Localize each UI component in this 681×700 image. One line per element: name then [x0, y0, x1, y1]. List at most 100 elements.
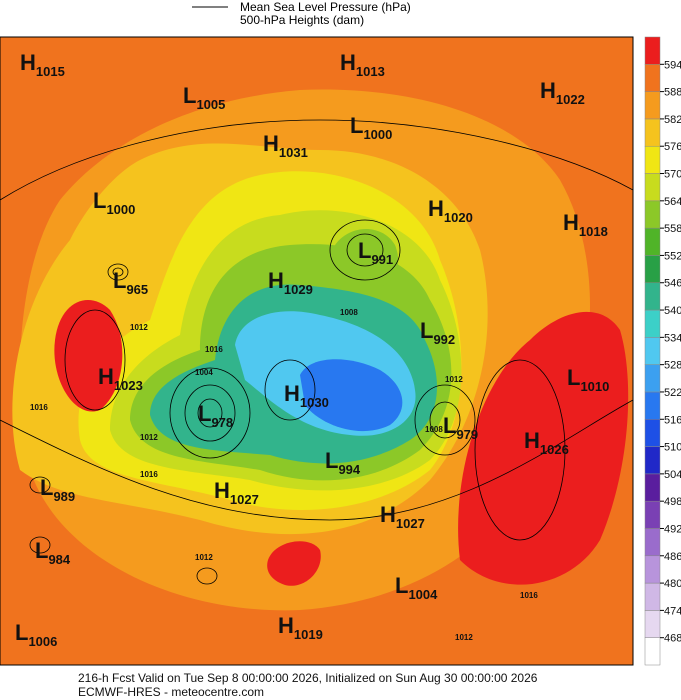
center-value: 1022	[556, 92, 585, 107]
center-letter: H	[20, 50, 36, 75]
center-letter: L	[113, 268, 126, 293]
colorbar-label: 570	[664, 169, 681, 181]
center-value: 1027	[396, 516, 425, 531]
colorbar-band	[644, 64, 661, 92]
colorbar-band	[644, 500, 661, 529]
colorbar-band	[644, 255, 661, 283]
center-letter: L	[40, 475, 53, 500]
colorbar-label: 510	[664, 442, 681, 454]
pressure-center: L994	[325, 448, 361, 477]
colorbar-band	[644, 528, 661, 557]
center-value: 1031	[279, 145, 308, 160]
colorbar-band	[644, 227, 661, 256]
center-letter: H	[428, 196, 444, 221]
center-letter: L	[395, 573, 408, 598]
colorbar-label: 480	[664, 578, 681, 590]
height-band	[458, 311, 629, 585]
center-letter: L	[420, 318, 433, 343]
pressure-center: H1027	[214, 478, 259, 507]
contour-label: 1012	[455, 633, 473, 642]
center-letter: H	[268, 268, 284, 293]
footer-valid: 216-h Fcst Valid on Tue Sep 8 00:00:00 2…	[78, 671, 538, 685]
colorbar-band	[644, 364, 661, 393]
pressure-center: L989	[40, 475, 75, 504]
contour-label: 1012	[140, 433, 158, 442]
pressure-center: L1006	[15, 620, 57, 649]
center-letter: L	[443, 413, 456, 438]
pressure-center: H1022	[540, 78, 585, 107]
center-value: 1029	[284, 282, 313, 297]
center-letter: H	[284, 381, 300, 406]
pressure-center: H1020	[428, 196, 473, 225]
colorbar-band	[644, 419, 661, 447]
pressure-center: H1015	[20, 50, 65, 79]
colorbar-label: 504	[664, 469, 681, 481]
pressure-center: H1013	[340, 50, 385, 79]
center-value: 1005	[196, 97, 225, 112]
contour-label: 1012	[130, 323, 148, 332]
center-letter: H	[278, 613, 294, 638]
center-value: 1018	[579, 224, 608, 239]
legend-heights: 500-hPa Heights (dam)	[240, 13, 364, 27]
colorbar-label: 516	[664, 414, 681, 426]
pressure-center: H1018	[563, 210, 608, 239]
center-letter: L	[350, 113, 363, 138]
pressure-center: H1019	[278, 613, 323, 642]
pressure-center: H1026	[524, 428, 569, 457]
height-band	[329, 228, 399, 290]
contour-label: 1016	[140, 470, 158, 479]
contour-label: 1008	[425, 425, 443, 434]
colorbar-band	[644, 36, 661, 65]
center-letter: L	[183, 83, 196, 108]
center-value: 1004	[408, 587, 438, 602]
pressure-center: L984	[35, 538, 71, 567]
height-band	[54, 300, 123, 412]
contour-label: 1012	[195, 553, 213, 562]
contour-label: 1016	[520, 591, 538, 600]
colorbar-band	[644, 145, 661, 174]
colorbar-label: 552	[664, 250, 681, 262]
colorbar-band	[644, 200, 661, 229]
colorbar-band	[644, 446, 661, 475]
center-value: 1030	[300, 395, 329, 410]
center-value: 1019	[294, 627, 323, 642]
colorbar-label: 582	[664, 114, 681, 126]
center-value: 1013	[356, 64, 385, 79]
pressure-center: L1000	[350, 113, 392, 142]
center-value: 1026	[540, 442, 569, 457]
colorbar-label: 522	[664, 387, 681, 399]
center-value: 989	[53, 489, 75, 504]
colorbar-label: 534	[664, 332, 681, 344]
contour-label: 1012	[445, 375, 463, 384]
center-letter: L	[93, 188, 106, 213]
center-value: 1015	[36, 64, 65, 79]
colorbar-band	[644, 282, 661, 311]
contour-label: 1016	[205, 345, 223, 354]
center-value: 1020	[444, 210, 473, 225]
contour-label: 1004	[195, 368, 213, 377]
colorbar-label: 588	[664, 87, 681, 99]
center-letter: H	[380, 502, 396, 527]
center-letter: H	[214, 478, 230, 503]
center-letter: H	[524, 428, 540, 453]
pressure-center: H1031	[263, 131, 308, 160]
center-letter: H	[540, 78, 556, 103]
colorbar-label: 486	[664, 551, 681, 563]
colorbar-label: 498	[664, 496, 681, 508]
colorbar-label: 528	[664, 360, 681, 372]
colorbar-band	[644, 91, 661, 120]
pressure-center: L992	[420, 318, 455, 347]
pressure-center: L991	[358, 238, 393, 267]
pressure-center: L1004	[395, 573, 438, 602]
contour-label: 1016	[30, 403, 48, 412]
pressure-center: H1029	[268, 268, 313, 297]
center-value: 1010	[580, 379, 609, 394]
pressure-center: L1000	[93, 188, 135, 217]
center-letter: L	[198, 401, 211, 426]
isobars	[0, 119, 634, 585]
center-value: 979	[456, 427, 478, 442]
center-letter: L	[35, 538, 48, 563]
colorbar-label: 468	[664, 633, 681, 645]
pressure-center: H1027	[380, 502, 425, 531]
